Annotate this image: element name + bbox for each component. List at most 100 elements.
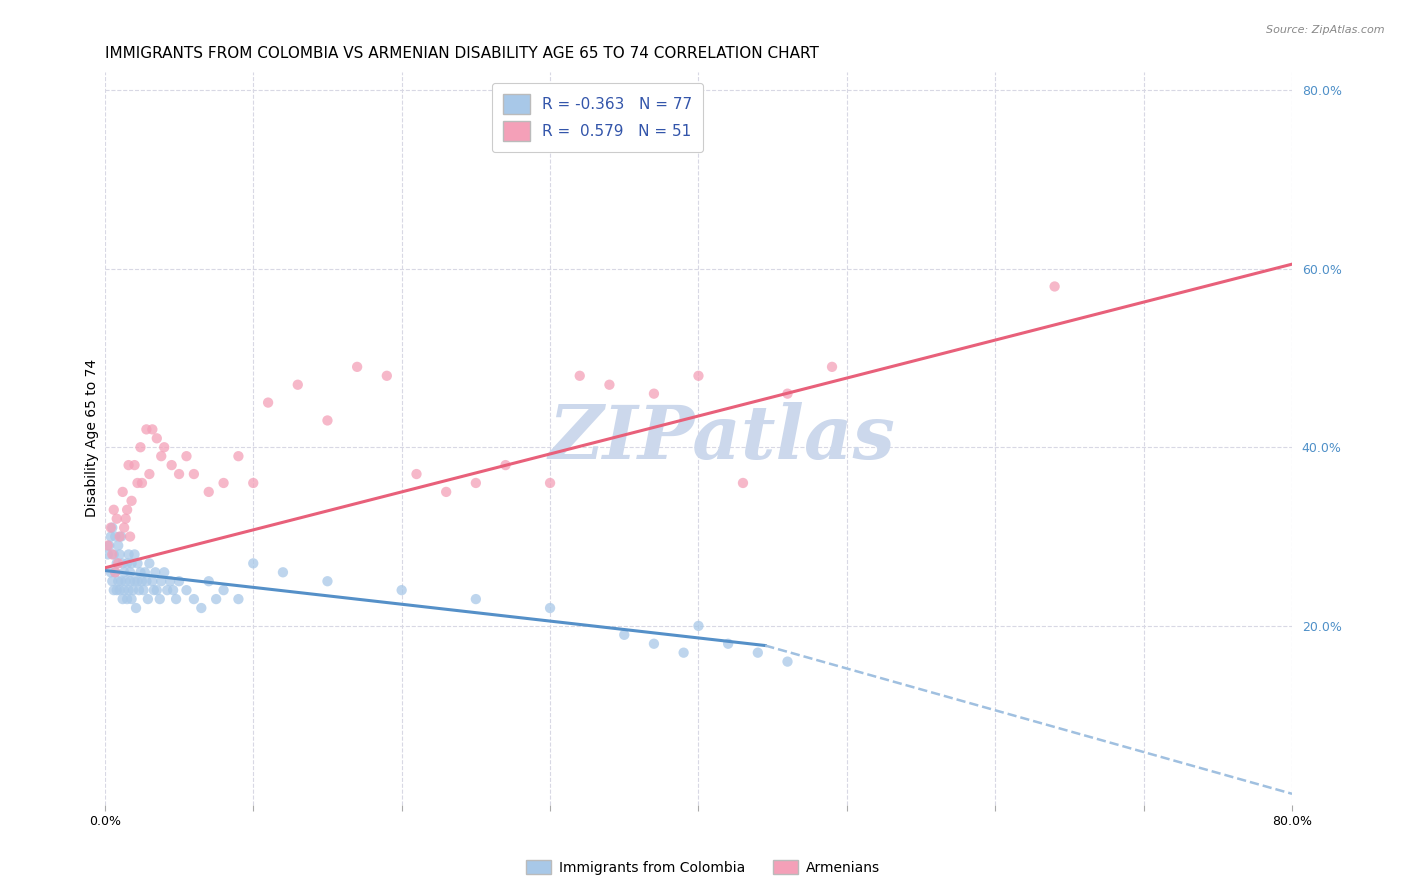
Point: [131, 475, 153, 490]
Point: [124, 574, 146, 589]
Point: [197, 574, 219, 589]
Point: [643, 637, 665, 651]
Point: [127, 574, 149, 589]
Point: [103, 548, 125, 562]
Point: [672, 646, 695, 660]
Point: [568, 368, 591, 383]
Point: [103, 583, 125, 598]
Point: [136, 592, 159, 607]
Point: [141, 422, 163, 436]
Point: [316, 413, 339, 427]
Point: [346, 359, 368, 374]
Point: [138, 557, 160, 571]
Point: [120, 530, 142, 544]
Point: [434, 484, 457, 499]
Point: [212, 475, 235, 490]
Point: [134, 566, 156, 580]
Text: Source: ZipAtlas.com: Source: ZipAtlas.com: [1267, 25, 1385, 35]
Point: [167, 467, 190, 481]
Point: [97, 539, 120, 553]
Point: [100, 566, 122, 580]
Point: [104, 566, 127, 580]
Point: [405, 467, 427, 481]
Point: [115, 592, 138, 607]
Text: ZIPatlas: ZIPatlas: [548, 402, 896, 475]
Point: [146, 583, 169, 598]
Point: [146, 431, 169, 445]
Point: [100, 521, 122, 535]
Point: [97, 548, 120, 562]
Point: [105, 512, 128, 526]
Point: [105, 583, 128, 598]
Point: [112, 521, 135, 535]
Point: [114, 574, 136, 589]
Point: [717, 637, 740, 651]
Text: IMMIGRANTS FROM COLOMBIA VS ARMENIAN DISABILITY AGE 65 TO 74 CORRELATION CHART: IMMIGRANTS FROM COLOMBIA VS ARMENIAN DIS…: [105, 46, 818, 62]
Point: [112, 583, 135, 598]
Point: [176, 583, 198, 598]
Point: [1043, 279, 1066, 293]
Point: [183, 467, 205, 481]
Point: [131, 574, 153, 589]
Point: [127, 475, 149, 490]
Point: [117, 548, 139, 562]
Point: [150, 574, 173, 589]
Point: [108, 583, 131, 598]
Point: [287, 377, 309, 392]
Point: [375, 368, 398, 383]
Point: [688, 619, 710, 633]
Point: [101, 548, 124, 562]
Point: [115, 557, 138, 571]
Point: [135, 422, 157, 436]
Point: [108, 530, 131, 544]
Point: [242, 557, 264, 571]
Point: [747, 646, 769, 660]
Point: [190, 601, 212, 615]
Point: [205, 592, 228, 607]
Point: [110, 530, 132, 544]
Point: [153, 440, 176, 454]
Point: [110, 574, 132, 589]
Legend: R = -0.363   N = 77, R =  0.579   N = 51: R = -0.363 N = 77, R = 0.579 N = 51: [492, 84, 703, 152]
Point: [115, 502, 138, 516]
Point: [127, 557, 149, 571]
Point: [108, 548, 131, 562]
Point: [162, 583, 184, 598]
Point: [598, 377, 620, 392]
Point: [167, 574, 190, 589]
Point: [120, 566, 142, 580]
Point: [104, 530, 127, 544]
Point: [124, 458, 146, 472]
Point: [688, 368, 710, 383]
Point: [101, 521, 124, 535]
Point: [122, 583, 145, 598]
Point: [121, 493, 143, 508]
Point: [731, 475, 754, 490]
Point: [212, 583, 235, 598]
Point: [153, 566, 176, 580]
Point: [141, 574, 163, 589]
Point: [464, 592, 486, 607]
Point: [101, 574, 124, 589]
Point: [107, 557, 129, 571]
Point: [142, 583, 165, 598]
Point: [160, 458, 183, 472]
Y-axis label: Disability Age 65 to 74: Disability Age 65 to 74: [86, 359, 100, 517]
Point: [538, 475, 561, 490]
Point: [111, 484, 134, 499]
Point: [821, 359, 844, 374]
Point: [112, 566, 135, 580]
Point: [129, 566, 152, 580]
Point: [242, 475, 264, 490]
Point: [495, 458, 517, 472]
Point: [128, 583, 150, 598]
Point: [156, 583, 179, 598]
Point: [316, 574, 339, 589]
Point: [111, 592, 134, 607]
Point: [117, 458, 139, 472]
Point: [143, 566, 166, 580]
Point: [98, 539, 121, 553]
Point: [643, 386, 665, 401]
Point: [183, 592, 205, 607]
Point: [165, 592, 187, 607]
